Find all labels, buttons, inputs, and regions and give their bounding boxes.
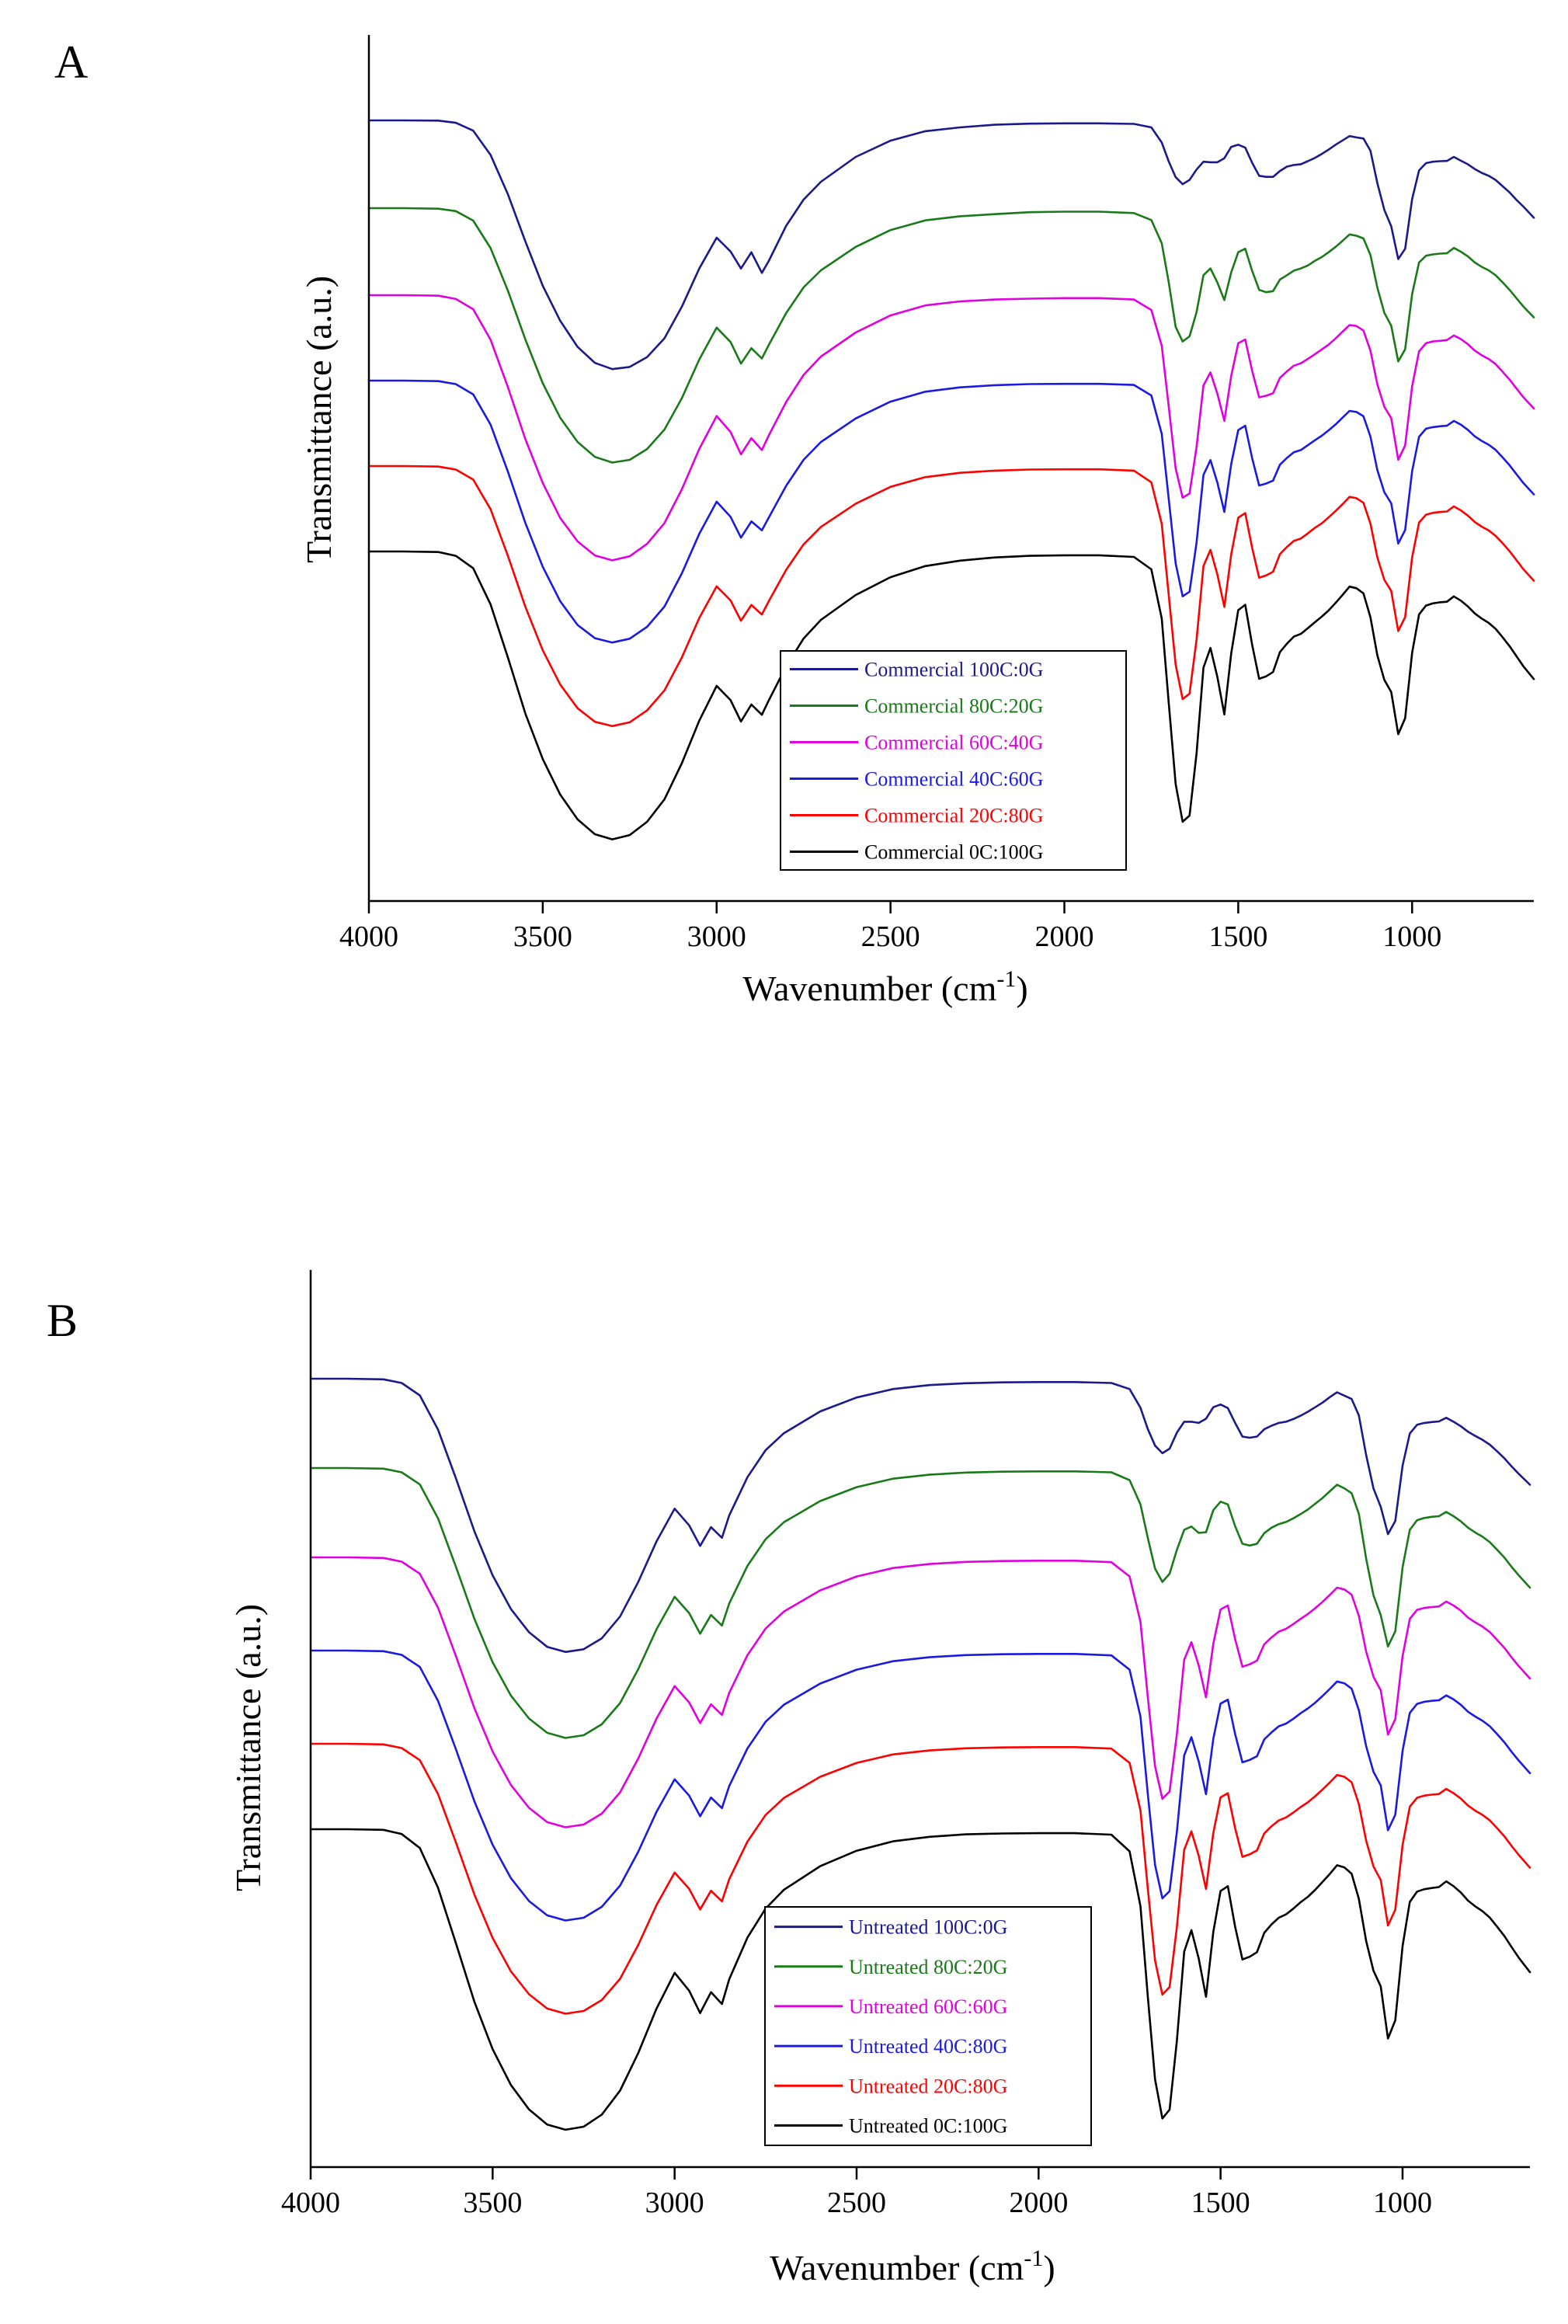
x-tick-label: 1000 [1382, 920, 1441, 953]
x-tick-label: 3500 [513, 920, 572, 953]
legend-label: Untreated 40C:80G [849, 2035, 1007, 2058]
x-tick-label: 3500 [463, 2187, 522, 2219]
x-tick-label: 1000 [1373, 2187, 1432, 2219]
legend-label: Commercial 60C:40G [864, 732, 1043, 754]
legend-label: Commercial 20C:80G [864, 805, 1043, 827]
x-tick-label: 2000 [1035, 920, 1094, 953]
x-tick-label: 4000 [281, 2187, 340, 2219]
series-line-commercial-40c-60g [367, 379, 1535, 644]
x-axis-label-tail: ) [1016, 969, 1027, 1008]
legend-label: Untreated 0C:100G [849, 2114, 1007, 2137]
x-axis-label-superscript: -1 [996, 966, 1016, 992]
x-tick-label: 3000 [687, 920, 746, 953]
x-axis-label-main: Wavenumber (cm [742, 969, 996, 1008]
panel-a: A 4000 3500 3000 2500 2000 1500 1000 Transmitt… [54, 35, 1535, 1008]
x-axis-label-superscript: -1 [1024, 2246, 1043, 2271]
series-line-commercial-0c-100g [367, 550, 1535, 840]
series-line-commercial-100c-0g [367, 119, 1535, 371]
legend-label: Untreated 80C:20G [849, 1956, 1007, 1978]
x-tick-label: 1500 [1208, 920, 1267, 953]
panel-letter: B [47, 1295, 78, 1346]
legend-label: Commercial 40C:60G [864, 768, 1043, 791]
x-tick-label: 2500 [861, 920, 920, 953]
x-ticks: 4000 3500 3000 2500 2000 1500 1000 [339, 901, 1441, 953]
x-tick-label: 2000 [1009, 2187, 1068, 2219]
series-line-untreated-100c-0g [309, 1377, 1531, 1654]
x-tick-label: 2500 [827, 2187, 886, 2219]
series-layer [367, 119, 1535, 840]
legend-label: Commercial 100C:0G [864, 659, 1043, 681]
legend-box [780, 650, 1127, 871]
legend-box [764, 1906, 1092, 2146]
x-axis-label-main: Wavenumber (cm [770, 2248, 1024, 2287]
legend-label: Untreated 100C:0G [849, 1916, 1007, 1939]
y-axis-label: Transmittance (a.u.) [299, 276, 339, 563]
panel-letter: A [54, 37, 88, 88]
panel-b: B 4000 3500 3000 2500 2000 1500 1000 Transmitt… [47, 1270, 1531, 2287]
x-tick-label: 3000 [645, 2187, 704, 2219]
legend-label: Commercial 0C:100G [864, 841, 1043, 864]
plot-area: 4000 3500 3000 2500 2000 1500 1000 [281, 1270, 1531, 2219]
x-ticks: 4000 3500 3000 2500 2000 1500 1000 [281, 2167, 1432, 2219]
legend-label: Untreated 20C:80G [849, 2075, 1007, 2097]
y-axis-label: Transmittance (a.u.) [228, 1604, 268, 1891]
legend: Commercial 100C:0G Commercial 80C:20G Comm… [780, 650, 1127, 871]
plot-area: 4000 3500 3000 2500 2000 1500 1000 [339, 35, 1535, 953]
series-line-untreated-60c-60g [309, 1556, 1531, 1828]
legend-label: Untreated 60C:60G [849, 1995, 1007, 2018]
x-tick-label: 1500 [1191, 2187, 1250, 2219]
x-axis-label: Wavenumber (cm-1) [770, 2246, 1055, 2287]
x-axis-label-tail: ) [1043, 2248, 1055, 2287]
series-line-commercial-80c-20g [367, 207, 1535, 464]
legend: Untreated 100C:0G Untreated 80C:20G Untrea… [764, 1906, 1092, 2146]
x-tick-label: 4000 [339, 920, 398, 953]
legend-label: Commercial 80C:20G [864, 695, 1043, 718]
series-line-commercial-20c-80g [367, 464, 1535, 728]
series-line-untreated-0c-100g [309, 1828, 1531, 2131]
series-line-commercial-60c-40g [367, 294, 1535, 562]
series-line-untreated-80c-20g [309, 1466, 1531, 1739]
x-axis-label: Wavenumber (cm-1) [742, 966, 1027, 1008]
series-line-untreated-20c-80g [309, 1742, 1531, 2015]
series-layer [309, 1377, 1531, 2131]
series-line-untreated-40c-80g [309, 1649, 1531, 1922]
